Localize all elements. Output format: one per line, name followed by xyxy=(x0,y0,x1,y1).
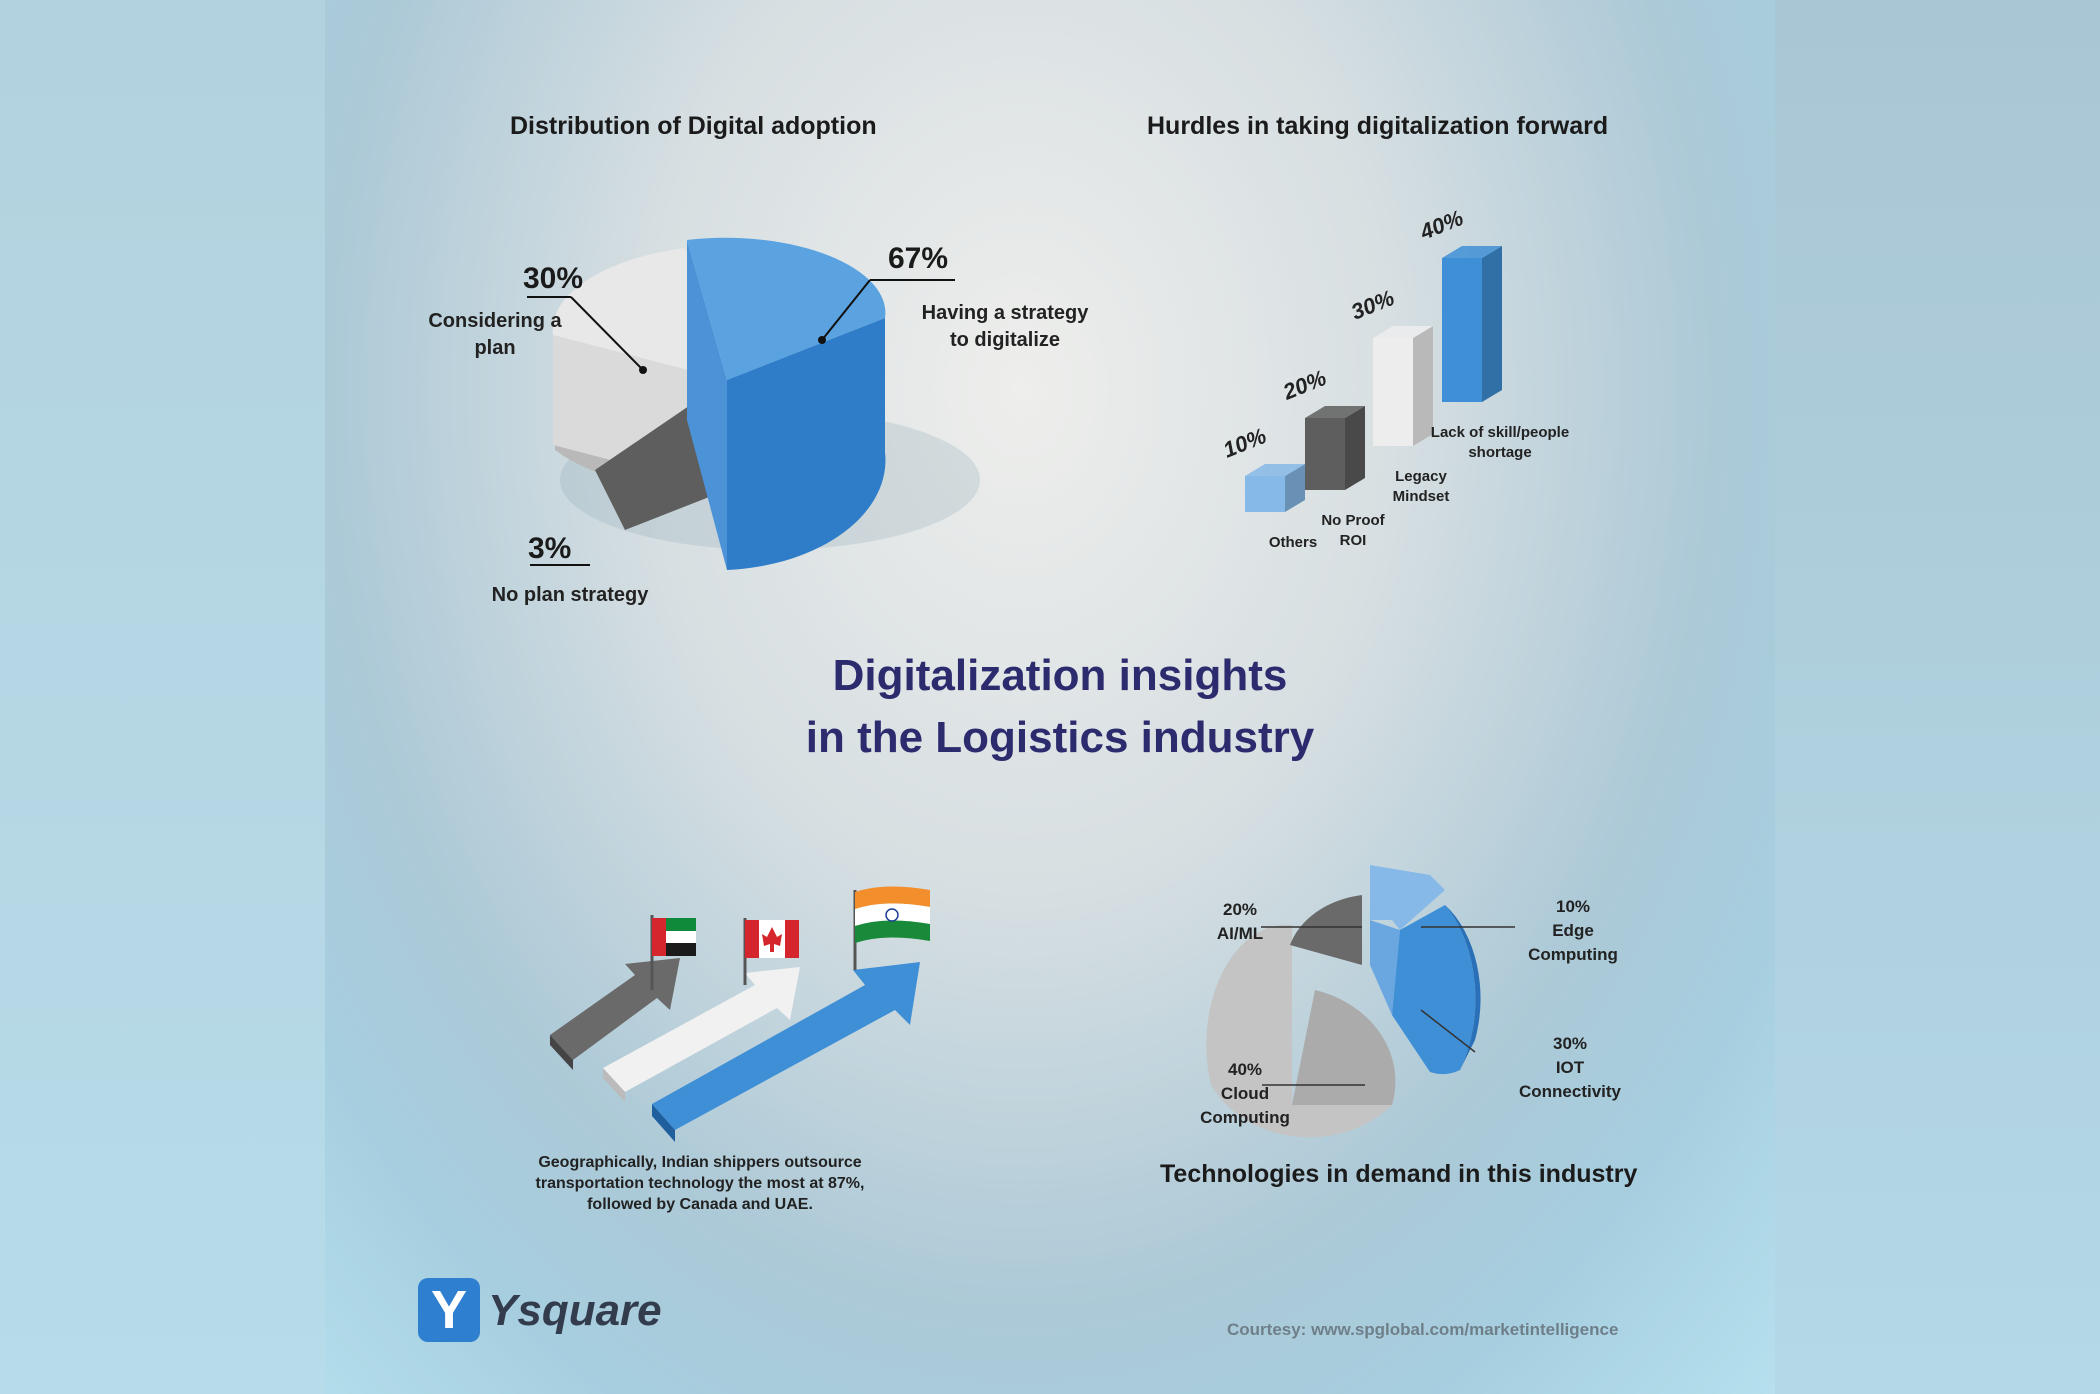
courtesy-text: Courtesy: www.spglobal.com/marketintelli… xyxy=(1227,1320,1619,1339)
india-flag-icon xyxy=(853,886,930,970)
tech-pie-chart xyxy=(1206,865,1515,1138)
hurdle-category-label-3-1: shortage xyxy=(1468,444,1531,461)
pie-slice-strategy-face xyxy=(687,240,727,570)
canada-flag-icon xyxy=(743,918,799,985)
pie-slice-considering-top xyxy=(552,248,727,380)
tech-leader-iot xyxy=(1420,1009,1476,1053)
pie-leader-strategy xyxy=(821,279,871,341)
tech-slice-aiml xyxy=(1290,895,1362,965)
uae-flag-icon xyxy=(650,915,696,990)
hurdle-category-label-2-0: Legacy xyxy=(1395,468,1447,485)
ysquare-logo-icon: Y xyxy=(418,1278,480,1342)
label-considering: Considering a plan xyxy=(428,310,562,359)
pct-strategy: 67% xyxy=(888,242,949,275)
arrow-uae xyxy=(550,958,680,1060)
geo-arrows-graphic xyxy=(550,886,930,1142)
hurdle-category-label-2-1: Mindset xyxy=(1393,488,1450,505)
adoption-chart-title: Distribution of Digital adoption xyxy=(510,112,877,140)
main-title-line2: in the Logistics industry xyxy=(805,713,1315,762)
tech-chart-title: Technologies in demand in this industry xyxy=(1160,1160,1638,1188)
hurdle-bar-3 xyxy=(1442,246,1502,402)
main-title-line1: Digitalization insights xyxy=(832,651,1288,700)
adoption-pie-chart xyxy=(527,237,980,570)
right-backdrop xyxy=(1775,0,2100,1394)
pie-slice-strategy-side xyxy=(727,318,886,570)
hurdle-category-label-1-1: ROI xyxy=(1340,532,1367,549)
pie-slice-strategy-top xyxy=(687,237,886,380)
hurdle-bar-0 xyxy=(1245,464,1305,512)
brand-name: Ysquare xyxy=(488,1286,662,1335)
geo-caption: Geographically, Indian shippers outsourc… xyxy=(535,1154,865,1213)
label-strategy: Having a strategy to digitalize xyxy=(921,302,1089,351)
main-title: Digitalization insights in the Logistics… xyxy=(725,645,1395,769)
left-backdrop xyxy=(0,0,325,1394)
label-noplan: No plan strategy xyxy=(491,584,649,606)
pct-considering: 30% xyxy=(523,262,584,295)
tech-slice-iot xyxy=(1392,905,1476,1075)
hurdle-category-label-3-0: Lack of skill/people xyxy=(1431,424,1569,441)
hurdle-category-label-0-0: Others xyxy=(1269,534,1317,551)
hurdle-category-label-1-0: No Proof xyxy=(1321,512,1385,529)
arrow-canada xyxy=(603,967,800,1092)
pie-leader-considering xyxy=(570,296,644,371)
hurdle-bar-1 xyxy=(1305,406,1365,490)
hurdles-chart-title: Hurdles in taking digitalization forward xyxy=(1147,112,1609,140)
tech-label-aiml: 20% AI/ML xyxy=(1216,900,1264,943)
tech-slice-cloud xyxy=(1206,924,1392,1138)
tech-slice-edge xyxy=(1370,865,1445,930)
infographic-panel: Distribution of Digital adoption 30% Con… xyxy=(325,0,1775,1394)
arrow-india xyxy=(652,962,920,1130)
hurdle-bar-2 xyxy=(1373,326,1433,446)
tech-label-edge: 10% Edge Computing xyxy=(1528,897,1618,964)
pct-noplan: 3% xyxy=(528,532,572,565)
tech-label-cloud: 40% Cloud Computing xyxy=(1200,1060,1290,1127)
tech-label-iot: 30% IOT Connectivity xyxy=(1518,1034,1622,1101)
